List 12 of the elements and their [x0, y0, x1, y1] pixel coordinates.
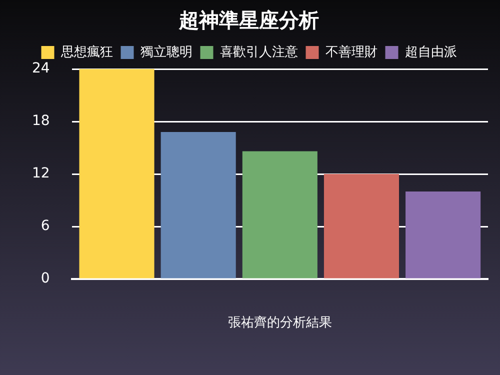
- chart-title: 超神準星座分析: [178, 8, 319, 32]
- y-tick-label: 12: [32, 166, 50, 182]
- x-axis-title: 張祐齊的分析結果: [228, 314, 332, 331]
- legend-label: 不善理財: [325, 44, 378, 60]
- y-tick-label: 18: [32, 113, 50, 130]
- legend-label: 思想瘋狂: [60, 44, 113, 60]
- y-tick-label: 6: [40, 218, 50, 234]
- y-tick-label: 0: [40, 270, 50, 287]
- legend-label: 獨立聰明: [140, 44, 192, 60]
- legend-label: 喜歡引人注意: [220, 44, 298, 60]
- y-tick-label: 24: [32, 60, 50, 77]
- legend-label: 超自由派: [404, 44, 457, 60]
